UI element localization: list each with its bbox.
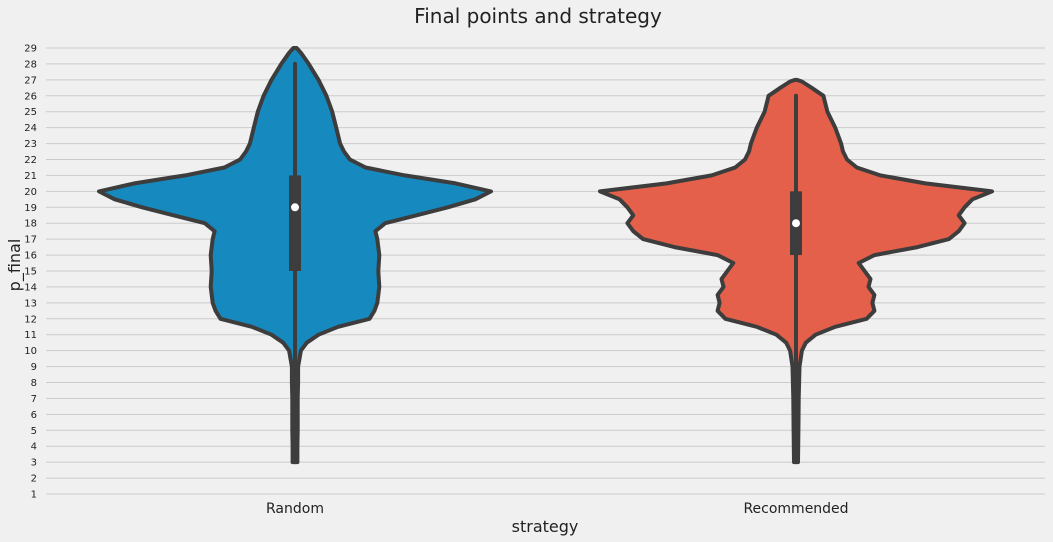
y-tick-label: 8 xyxy=(31,378,37,389)
median-point-recommended xyxy=(792,219,800,228)
y-tick-label: 13 xyxy=(24,298,37,309)
y-tick-label: 29 xyxy=(24,44,37,55)
median-point-random xyxy=(291,203,299,212)
y-tick-label: 23 xyxy=(24,139,37,150)
y-tick-label: 7 xyxy=(31,394,37,405)
y-tick-label: 10 xyxy=(24,346,37,357)
x-axis-label: strategy xyxy=(512,517,579,536)
gridlines xyxy=(46,47,1045,495)
y-tick-label: 12 xyxy=(24,314,37,325)
y-tick-label: 5 xyxy=(31,426,37,437)
y-tick-label: 1 xyxy=(31,490,37,501)
y-tick-labels: 1234567891011121314151617181920212223242… xyxy=(24,44,37,501)
y-tick-label: 2 xyxy=(31,474,37,485)
y-tick-label: 6 xyxy=(31,410,37,421)
x-tick-labels: Random Recommended xyxy=(266,501,849,517)
y-tick-label: 14 xyxy=(24,282,37,293)
y-tick-label: 28 xyxy=(24,59,37,70)
y-tick-label: 20 xyxy=(24,187,37,198)
y-tick-label: 24 xyxy=(24,123,37,134)
y-tick-label: 16 xyxy=(24,251,37,262)
y-tick-label: 17 xyxy=(24,235,37,246)
y-tick-label: 26 xyxy=(24,91,37,102)
y-tick-label: 3 xyxy=(31,458,37,469)
chart-title: Final points and strategy xyxy=(414,4,662,28)
y-tick-label: 18 xyxy=(24,219,37,230)
y-tick-label: 15 xyxy=(24,267,37,278)
y-tick-label: 22 xyxy=(24,155,37,166)
y-tick-label: 9 xyxy=(31,362,37,373)
x-tick-label: Recommended xyxy=(743,501,848,517)
y-tick-label: 11 xyxy=(24,330,37,341)
y-tick-label: 4 xyxy=(31,442,37,453)
violins xyxy=(97,46,994,465)
iqr-box-random xyxy=(289,175,301,271)
y-tick-label: 19 xyxy=(24,203,37,214)
y-tick-label: 21 xyxy=(24,171,37,182)
y-tick-label: 25 xyxy=(24,107,37,118)
y-tick-label: 27 xyxy=(24,75,37,86)
x-tick-label: Random xyxy=(266,501,324,517)
y-axis-label: p_final xyxy=(5,239,25,292)
